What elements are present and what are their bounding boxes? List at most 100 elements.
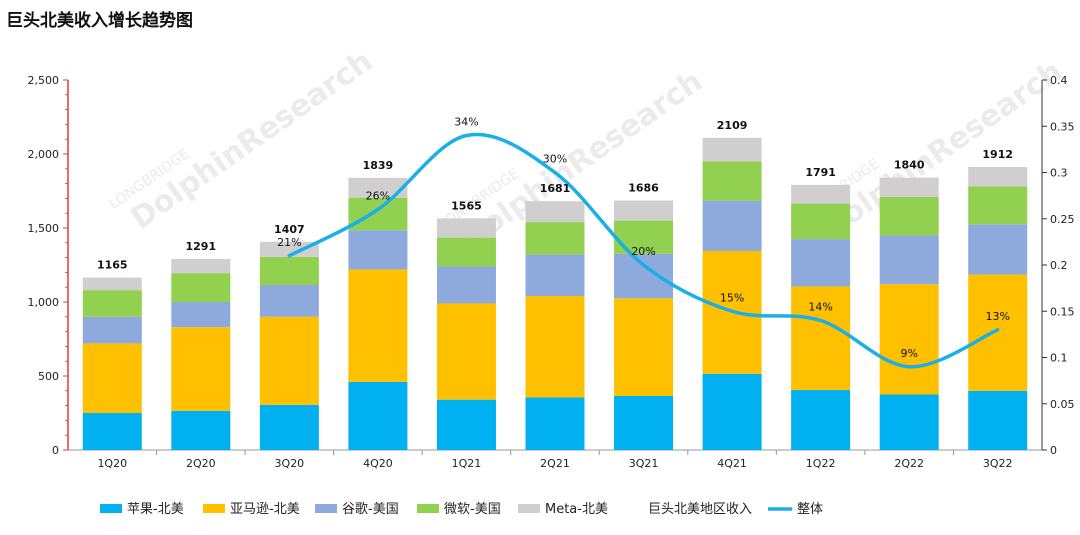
total-label: 1686 xyxy=(628,181,659,194)
bar-segment-2 xyxy=(436,303,496,400)
y-right-tick-label: 0.3 xyxy=(1050,167,1068,180)
bar-segment-2 xyxy=(791,286,851,391)
legend-swatch xyxy=(518,504,540,513)
growth-label: 26% xyxy=(366,190,390,203)
legend-label: Meta-北美 xyxy=(545,502,608,517)
legend: 苹果-北美 亚马逊-北美 谷歌-美国 微软-美国 Meta-北美 巨头北美地区收入 整体 xyxy=(100,502,823,517)
bar-segment-3 xyxy=(436,266,496,304)
bar-segment-1 xyxy=(436,399,496,450)
growth-label: 13% xyxy=(986,310,1010,323)
bar-segment-5 xyxy=(791,184,851,204)
bar-segment-5 xyxy=(702,137,762,162)
legend-swatch xyxy=(100,504,122,513)
watermark-brand: DolphinResearch xyxy=(815,54,1069,247)
bar-segment-3 xyxy=(348,230,408,270)
bar-segment-5 xyxy=(171,258,231,274)
bar-segment-2 xyxy=(82,343,142,413)
y-right-tick-label: 0.2 xyxy=(1050,259,1068,272)
bar-segment-3 xyxy=(259,284,319,317)
watermark-brand: DolphinResearch xyxy=(125,44,379,237)
growth-line-layer xyxy=(287,132,1000,369)
bar-segment-1 xyxy=(968,390,1028,450)
legend-label: 亚马逊-北美 xyxy=(230,502,300,517)
bar-segment-1 xyxy=(82,413,142,450)
y-right-tick-label: 0.1 xyxy=(1050,352,1068,365)
legend-label: 苹果-北美 xyxy=(127,502,184,517)
total-label: 1291 xyxy=(186,240,217,253)
bar-segment-2 xyxy=(171,327,231,411)
bar-segment-4 xyxy=(702,161,762,201)
bar-segment-2 xyxy=(525,296,585,398)
bar-segment-5 xyxy=(82,277,142,291)
legend-swatch xyxy=(203,504,225,513)
x-tick-label: 1Q20 xyxy=(97,457,127,470)
x-tick-label: 1Q21 xyxy=(452,457,482,470)
bar-segment-5 xyxy=(348,177,408,198)
bar-segment-3 xyxy=(614,253,674,299)
growth-label: 15% xyxy=(720,291,744,304)
x-tick-label: 3Q22 xyxy=(983,457,1013,470)
legend-label: 微软-美国 xyxy=(444,502,501,517)
y-right-tick-label: 0 xyxy=(1050,444,1057,457)
bar-segment-2 xyxy=(968,274,1028,391)
growth-line xyxy=(287,132,1000,369)
bar-segment-3 xyxy=(525,254,585,297)
bar-segment-3 xyxy=(968,224,1028,275)
bar-segment-1 xyxy=(171,410,231,450)
bar-segment-4 xyxy=(259,256,319,285)
growth-label: 21% xyxy=(277,236,301,249)
total-label: 1681 xyxy=(540,182,571,195)
total-label: 2109 xyxy=(717,119,748,132)
legend-totals-label: 巨头北美地区收入 xyxy=(648,502,752,517)
x-tick-label: 2Q21 xyxy=(540,457,570,470)
bar-segment-1 xyxy=(259,404,319,450)
y-right-tick-label: 0.35 xyxy=(1050,120,1075,133)
bar-segment-2 xyxy=(259,316,319,405)
total-label: 1165 xyxy=(97,259,128,272)
y-right-tick-label: 0.25 xyxy=(1050,213,1075,226)
x-tick-label: 2Q20 xyxy=(186,457,216,470)
y-right-tick-label: 0.05 xyxy=(1050,398,1075,411)
bar-segment-1 xyxy=(525,397,585,450)
bar-segment-4 xyxy=(525,222,585,255)
legend-swatch xyxy=(417,504,439,513)
total-label: 1791 xyxy=(805,166,836,179)
bar-segment-1 xyxy=(879,394,939,450)
bar-segment-5 xyxy=(614,200,674,221)
x-tick-label: 3Q21 xyxy=(629,457,659,470)
bar-segment-4 xyxy=(436,237,496,267)
legend-swatch xyxy=(315,504,337,513)
axes: 0 500 1,000 1,500 2,000 2,500 0 0.05 0.1 0.15 0.2 0… xyxy=(28,74,1075,470)
bar-segment-5 xyxy=(525,201,585,223)
total-label: 1565 xyxy=(451,199,482,212)
bar-segment-1 xyxy=(614,395,674,450)
x-tick-label: 4Q21 xyxy=(717,457,747,470)
bar-segment-4 xyxy=(348,197,408,231)
bars xyxy=(82,137,1028,450)
bar-segment-1 xyxy=(791,390,851,450)
bar-segment-3 xyxy=(171,302,231,328)
y-left-tick-label: 1,500 xyxy=(28,222,60,235)
x-tick-label: 1Q22 xyxy=(806,457,836,470)
y-left-tick-label: 1,000 xyxy=(28,296,60,309)
growth-label: 30% xyxy=(543,153,567,166)
total-label: 1912 xyxy=(982,148,1013,161)
bar-segment-4 xyxy=(171,273,231,302)
legend-label: 谷歌-美国 xyxy=(342,502,399,517)
y-right-tick-label: 0.4 xyxy=(1050,74,1068,87)
bar-segment-4 xyxy=(879,196,939,236)
growth-label: 9% xyxy=(900,347,917,360)
total-label: 1839 xyxy=(363,159,394,172)
growth-label: 34% xyxy=(454,116,478,129)
bar-segment-3 xyxy=(791,239,851,287)
bar-segment-3 xyxy=(879,235,939,285)
x-tick-label: 2Q22 xyxy=(894,457,924,470)
bar-segment-3 xyxy=(82,316,142,344)
legend-line-label: 整体 xyxy=(797,502,823,517)
total-label: 1840 xyxy=(894,159,925,172)
bar-segment-5 xyxy=(259,241,319,257)
x-tick-label: 3Q20 xyxy=(275,457,305,470)
bar-segment-5 xyxy=(436,218,496,238)
bar-segment-4 xyxy=(968,186,1028,225)
